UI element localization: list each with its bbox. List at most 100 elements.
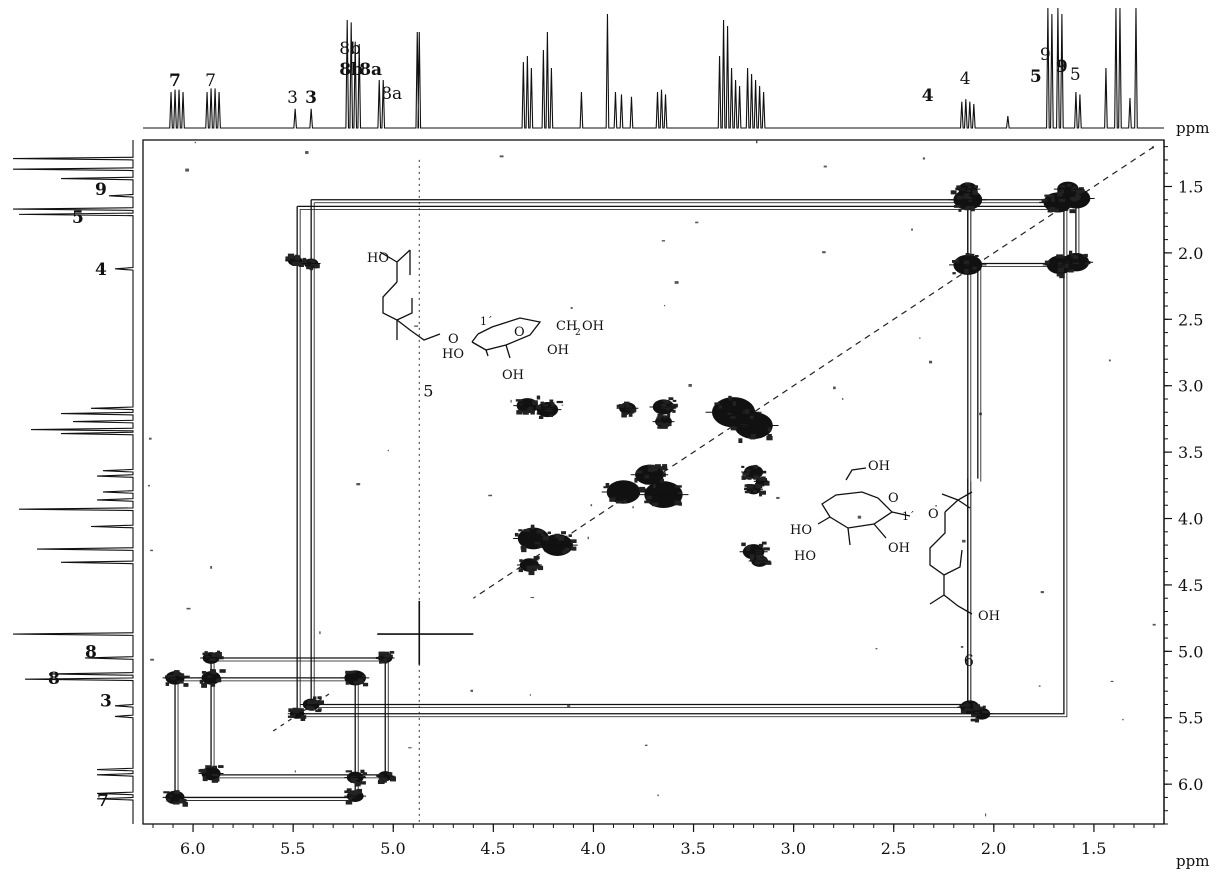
cross-peak-speck [639, 488, 647, 493]
cross-peak-speck [618, 404, 625, 409]
cross-peak-speck [389, 651, 395, 654]
left-peak-label: 8 [85, 642, 97, 662]
cross-peak-speck [758, 543, 764, 548]
cross-peak-speck [766, 436, 773, 441]
noise-dot [510, 399, 512, 403]
cross-peak-speck [745, 409, 750, 414]
cross-peak-speck [530, 564, 538, 569]
x-axis-ticks: 6.0 5.5 5.0 4.5 4.0 3.5 3.0 2.5 2.0 1.5 [152, 824, 1155, 858]
top-peak-label: 9 [1056, 57, 1068, 77]
cross-peak-speck [964, 268, 969, 274]
cross-peak-speck [522, 410, 529, 415]
cross-peak [344, 788, 367, 805]
cross-peak-speck [354, 776, 358, 781]
cross-peak-speck [615, 500, 622, 504]
noise-dot [663, 304, 666, 307]
x-tick-label: 5.0 [380, 839, 405, 858]
cross-peak-speck [288, 708, 292, 713]
cross-peak-speck [1057, 191, 1063, 197]
cross-peak-speck [960, 710, 967, 714]
svg-text:OH: OH [978, 609, 1000, 624]
noise-dot [911, 228, 913, 231]
cross-peak-speck [549, 414, 554, 418]
cross-peak [652, 413, 675, 429]
cross-peak [300, 696, 324, 713]
cross-peak-speck [201, 682, 207, 688]
svg-text:2: 2 [575, 328, 581, 338]
cross-peak-speck [173, 801, 180, 805]
cross-peak-speck [747, 544, 752, 549]
noise-dot [822, 251, 826, 254]
noise-dot [561, 404, 564, 406]
cross-peak [537, 531, 578, 557]
cross-peak-speck [208, 657, 216, 662]
cross-peak-speck [975, 254, 979, 257]
svg-text:1´: 1´ [902, 510, 915, 523]
cross-peak-speck [651, 502, 659, 507]
y-tick-label: 4.5 [1178, 576, 1203, 595]
svg-text:1´: 1´ [480, 315, 493, 328]
cross-peak-speck [211, 779, 219, 783]
cross-peak [741, 464, 767, 480]
structure-compound-5 [379, 249, 542, 359]
cross-peak-speck [747, 476, 752, 480]
noise-dot [567, 705, 571, 708]
cross-peak-speck [757, 484, 763, 489]
cross-peak-speck [307, 699, 312, 705]
cross-peak-speck [163, 791, 170, 794]
cross-peak-speck [183, 683, 189, 687]
cross-peak-speck [749, 557, 754, 562]
cross-peak-speck [562, 550, 568, 554]
cross-peak [287, 707, 307, 721]
cross-peak-speck [756, 554, 761, 559]
cross-peak-speck [1059, 198, 1066, 203]
cross-peak-speck [379, 659, 383, 664]
cross-peak-speck [652, 484, 656, 489]
cross-peak-speck [312, 696, 317, 700]
cross-peak-speck [166, 799, 171, 802]
noise-dot [776, 496, 780, 499]
cross-peak-speck [1060, 189, 1065, 194]
cross-peak-speck [664, 401, 670, 404]
cross-peak-speck [664, 423, 672, 427]
cross-peak-speck [982, 710, 989, 714]
y-tick-label: 2.5 [1178, 310, 1203, 329]
cross-peak-speck [958, 208, 962, 212]
cross-peak-speck [212, 773, 219, 777]
cross-peak-speck [345, 770, 352, 773]
cross-peak-speck [570, 539, 577, 544]
cross-peak-speck [759, 490, 766, 495]
cross-peak-speck [661, 423, 666, 429]
cross-peak [198, 765, 224, 783]
cross-peak-speck [174, 790, 180, 795]
cross-peak-speck [974, 185, 979, 188]
cross-peak [200, 650, 224, 664]
cross-peak-speck [668, 397, 674, 401]
cross-peak-speck [554, 533, 560, 539]
cross-peak-speck [540, 401, 544, 405]
cross-peak [1058, 250, 1094, 273]
cross-peak-speck [533, 567, 537, 572]
noise-dot [587, 536, 589, 540]
cross-peaks [162, 181, 1095, 807]
cross-peak-speck [352, 790, 359, 795]
noise-dot [935, 505, 937, 507]
cross-peak [748, 554, 772, 567]
cross-peak-speck [646, 496, 651, 499]
cross-peak-speck [1056, 254, 1064, 259]
cross-peak-speck [178, 673, 185, 677]
x-tick-label: 2.0 [981, 839, 1006, 858]
cross-peak-speck [212, 765, 218, 769]
cross-peak [285, 253, 305, 267]
cross-peak-speck [632, 407, 637, 411]
coupling-path-line [296, 205, 1065, 715]
cross-peak-speck [292, 261, 299, 266]
cross-peak-speck [950, 190, 957, 195]
cross-peak-speck [518, 529, 523, 532]
structure-6-label: 6 [964, 651, 974, 670]
cross-peak-speck [362, 674, 366, 680]
cross-peak-speck [750, 433, 756, 439]
cross-peak-speck [727, 412, 732, 415]
noise-dot [529, 694, 531, 696]
cross-peak [162, 790, 188, 807]
